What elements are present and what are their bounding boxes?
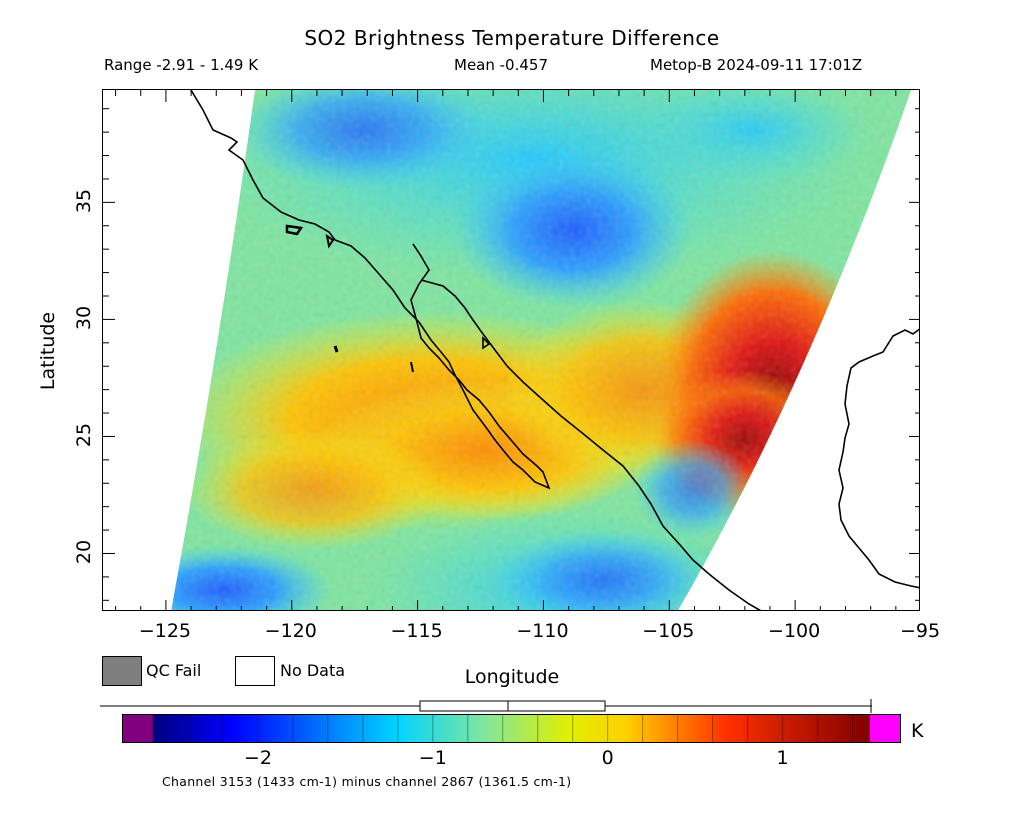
- california-coastline: [190, 90, 551, 490]
- gulf-of-california-coast: [420, 279, 762, 610]
- map-panel: [102, 89, 920, 611]
- colorbar: [122, 714, 901, 743]
- y-tick-label: 30: [73, 306, 95, 331]
- colorbar-tick-label: −1: [418, 747, 447, 769]
- x-axis-label: Longitude: [464, 666, 560, 688]
- island-2: [325, 233, 335, 249]
- range-indicator: [100, 699, 872, 713]
- y-axis-label: Latitude: [37, 311, 59, 391]
- island-4: [482, 336, 491, 350]
- x-tick-label: −110: [516, 620, 569, 642]
- data-swath: [171, 90, 911, 610]
- map-svg: [103, 90, 919, 610]
- qc-fail-swatch: [102, 656, 142, 686]
- mexico-east-coast: [838, 328, 919, 589]
- y-tick-label: 35: [73, 189, 95, 214]
- colorbar-over: [870, 714, 901, 743]
- no-data-label: No Data: [280, 661, 346, 680]
- x-tick-label: −125: [138, 620, 192, 642]
- x-tick-label: −115: [390, 620, 443, 642]
- channel-footnote: Channel 3153 (1433 cm-1) minus channel 2…: [162, 774, 572, 789]
- no-data-swatch: [235, 656, 275, 686]
- colorbar-tick-label: 0: [601, 747, 614, 769]
- y-tick-label: 25: [73, 423, 95, 448]
- coastlines: [190, 90, 919, 610]
- range-text: Range -2.91 - 1.49 K: [104, 56, 259, 74]
- x-tick-label: −95: [899, 620, 941, 642]
- island-3: [333, 345, 339, 353]
- island-1: [285, 224, 304, 236]
- source-text: Metop-B 2024-09-11 17:01Z: [650, 56, 863, 74]
- x-tick-label: −100: [768, 620, 821, 642]
- y-tick-label: 20: [73, 540, 95, 565]
- colorbar-unit: K: [911, 720, 924, 742]
- mean-text: Mean -0.457: [454, 56, 548, 74]
- colorbar-tick-label: 1: [776, 747, 789, 769]
- island-5: [410, 361, 414, 373]
- x-tick-label: −105: [642, 620, 695, 642]
- colorbar-tick-label: −2: [243, 747, 272, 769]
- qc-fail-label: QC Fail: [146, 661, 202, 680]
- colorbar-under: [122, 714, 153, 743]
- x-tick-label: −120: [264, 620, 317, 642]
- chart-title: SO2 Brightness Temperature Difference: [304, 26, 720, 50]
- axis-ticks: [103, 90, 919, 610]
- colorbar-gradient: [153, 714, 870, 743]
